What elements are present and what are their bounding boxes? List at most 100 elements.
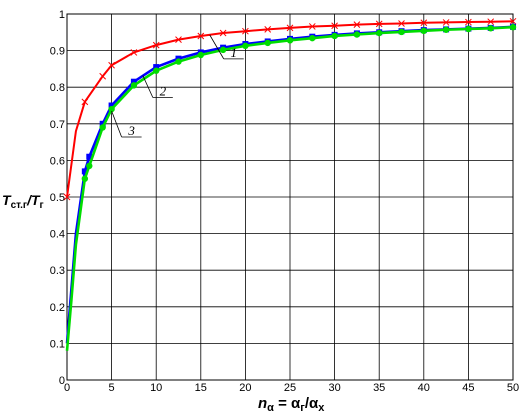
marker-stroke	[152, 41, 160, 49]
data-point-marker	[398, 28, 405, 36]
x-tick-label: 35	[373, 382, 385, 394]
data-point-marker	[63, 193, 71, 201]
leader-line	[111, 110, 122, 138]
series-3	[65, 23, 517, 351]
tick-labels: 0 5 10 15 20 25 30 35 40 45 50 0 0.1 0.2 0.3 0.4 0.5 0.6 0…	[50, 9, 519, 394]
x-tick-label: 40	[418, 382, 430, 394]
y-label-sub: ст.г	[11, 200, 28, 211]
x-tick-label: 0	[64, 382, 70, 394]
data-point-marker	[309, 34, 316, 42]
x-tick-label: 5	[109, 382, 115, 394]
data-point-marker	[420, 27, 427, 35]
curve-label-3: 3	[111, 110, 142, 138]
marker-stroke	[398, 20, 405, 27]
marker-stroke	[175, 36, 182, 43]
data-point-marker	[175, 36, 182, 43]
curve-label-2: 2	[142, 75, 173, 98]
x-axis-label: nα = αг/αх	[258, 395, 325, 414]
data-point-marker	[398, 20, 405, 27]
leader-line	[209, 34, 225, 60]
data-point-marker	[420, 19, 428, 27]
curve-labels: 1 2 3	[111, 34, 244, 138]
x-tick-label: 25	[284, 382, 296, 394]
data-point-marker	[465, 25, 472, 33]
marker-stroke	[308, 23, 316, 30]
y-tick-label: 0.7	[50, 119, 65, 131]
data-point-marker	[197, 32, 205, 40]
x-label-sub2: г	[300, 402, 305, 414]
y-label-sub2: г	[40, 200, 44, 211]
y-tick-label: 0.4	[50, 229, 65, 241]
data-point-marker	[153, 64, 160, 71]
data-point-marker	[81, 98, 89, 106]
marker-stroke	[63, 193, 71, 201]
marker-stroke	[353, 21, 361, 28]
series-1	[63, 17, 517, 201]
data-point-marker	[153, 67, 160, 74]
y-tick-label: 1	[59, 9, 65, 21]
y-tick-label: 0.5	[50, 192, 65, 204]
data-point-marker	[286, 24, 294, 32]
data-point-marker	[81, 168, 88, 175]
x-tick-label: 20	[239, 382, 251, 394]
data-point-marker	[353, 21, 361, 28]
marker-stroke	[264, 26, 272, 33]
y-tick-label: 0.1	[50, 338, 65, 350]
data-point-marker	[442, 26, 450, 33]
curve-number-label: 1	[230, 45, 237, 60]
y-label-slash: /T	[26, 192, 41, 208]
data-point-marker	[375, 20, 383, 28]
marker-stroke	[108, 61, 115, 69]
x-tick-label: 30	[328, 382, 340, 394]
data-point-marker	[286, 37, 294, 44]
leader-line	[142, 75, 154, 98]
grid-lines	[66, 13, 514, 381]
data-point-marker	[197, 51, 204, 59]
marker-stroke	[219, 29, 227, 37]
marker-stroke	[331, 22, 338, 30]
data-point-marker	[242, 27, 249, 35]
data-point-marker	[509, 23, 517, 31]
data-point-marker	[219, 29, 227, 37]
y-tick-label: 0.3	[50, 265, 65, 277]
data-point-marker	[442, 19, 450, 26]
data-point-marker	[376, 29, 383, 37]
marker-stroke	[465, 18, 472, 26]
data-point-marker	[487, 25, 494, 32]
data-point-marker	[130, 78, 137, 85]
curve-label-1: 1	[209, 34, 244, 60]
marker-stroke	[197, 32, 205, 40]
marker-stroke	[286, 24, 294, 32]
y-tick-label: 0.9	[50, 46, 65, 58]
data-point-marker	[219, 46, 227, 54]
data-point-marker	[152, 41, 160, 49]
data-point-marker	[108, 102, 115, 109]
y-label-main: T	[2, 192, 12, 208]
data-point-marker	[130, 49, 138, 56]
curve-number-label: 2	[160, 83, 167, 98]
data-point-marker	[331, 22, 338, 30]
x-tick-label: 50	[507, 382, 519, 394]
data-point-marker	[264, 39, 271, 47]
x-tick-label: 45	[462, 382, 474, 394]
y-tick-label: 0	[59, 375, 65, 387]
marker-stroke	[420, 19, 428, 27]
data-point-marker	[108, 105, 115, 113]
data-point-marker	[99, 124, 106, 131]
y-tick-label: 0.8	[50, 82, 65, 94]
marker-stroke	[509, 17, 517, 25]
curve-number-label: 3	[127, 123, 135, 138]
data-point-marker	[99, 120, 106, 127]
marker-stroke	[375, 20, 383, 28]
marker-stroke	[130, 49, 138, 56]
x-label-sub3: х	[318, 402, 325, 414]
data-point-marker	[331, 32, 338, 40]
marker-stroke	[487, 18, 495, 26]
data-point-marker	[509, 17, 517, 25]
x-label-eq: = α	[274, 395, 301, 412]
y-axis-label: Tст.г/Tг	[2, 192, 44, 211]
x-label-main: n	[258, 395, 267, 412]
y-tick-label: 0.2	[50, 302, 65, 314]
